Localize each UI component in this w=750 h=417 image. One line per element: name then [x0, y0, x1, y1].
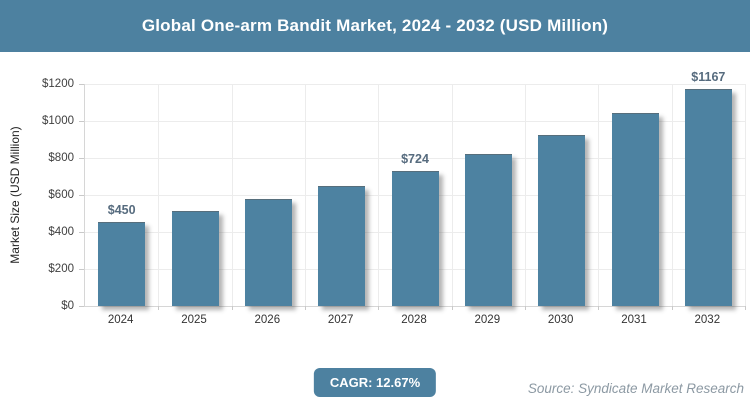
gridline-vertical	[451, 84, 453, 306]
chart-title-bar: Global One-arm Bandit Market, 2024 - 203…	[0, 0, 750, 52]
bar-value-label-2032: $1167	[691, 70, 726, 85]
gridline-horizontal	[85, 84, 745, 85]
gridline-vertical	[305, 84, 306, 306]
x-tick-mark	[671, 306, 673, 310]
bar-value-label-2028: $724	[401, 152, 429, 167]
y-tick-mark	[79, 121, 84, 122]
source-text: Source: Syndicate Market Research	[527, 381, 744, 396]
gridline-vertical	[231, 84, 233, 306]
y-tick-label: $800	[48, 152, 74, 164]
y-tick-label: $1000	[42, 115, 74, 127]
y-tick-mark	[79, 195, 84, 196]
x-tick-label-2030: 2030	[547, 314, 574, 326]
x-tick-label-2024: 2024	[107, 314, 134, 326]
y-axis: $0 $200 $400 $600 $800 $1000 $1200	[0, 78, 84, 312]
bar-2032	[684, 89, 732, 306]
x-axis: 2024 2025 2026 2027 2028 2029 2030 2031 2032	[84, 314, 744, 332]
x-tick-label-2029: 2029	[474, 314, 501, 326]
y-tick-mark	[79, 306, 84, 307]
x-tick-label-2026: 2026	[254, 314, 281, 326]
plot-area: $450 $724 $1167	[84, 70, 746, 310]
bar-2026	[244, 199, 292, 306]
gridline-vertical	[598, 84, 600, 306]
x-tick-label-2032: 2032	[694, 314, 721, 326]
y-tick-mark	[79, 158, 84, 159]
chart-title: Global One-arm Bandit Market, 2024 - 203…	[141, 16, 609, 35]
y-tick-label: $0	[61, 300, 74, 312]
bar-2031	[611, 113, 659, 306]
x-tick-label-2027: 2027	[327, 314, 354, 326]
gridline-vertical	[745, 84, 746, 306]
x-tick-mark	[378, 306, 380, 310]
x-tick-label-2025: 2025	[181, 314, 207, 326]
gridline-vertical	[158, 84, 160, 306]
x-tick-label-2031: 2031	[621, 314, 647, 326]
y-tick-label: $1200	[42, 78, 74, 90]
y-tick-mark	[79, 232, 84, 233]
gridline-horizontal	[85, 121, 745, 122]
bar-2024	[98, 221, 146, 306]
bar-2025	[171, 211, 219, 306]
gridline-vertical	[525, 84, 526, 306]
y-tick-mark	[79, 269, 84, 270]
x-tick-mark	[745, 306, 746, 310]
x-tick-mark	[231, 306, 233, 310]
bar-value-label-2024: $450	[107, 202, 136, 217]
bar-2027	[318, 185, 366, 306]
gridline-vertical	[378, 84, 380, 306]
gridline-vertical	[671, 84, 673, 306]
cagr-badge: CAGR: 12.67%	[313, 368, 437, 397]
bar-2029	[464, 154, 512, 306]
x-tick-mark	[158, 306, 160, 310]
bar-2028	[391, 171, 439, 306]
y-tick-label: $200	[48, 263, 74, 275]
x-tick-mark	[305, 306, 306, 310]
bar-2030	[538, 135, 586, 306]
x-tick-label-2028: 2028	[401, 314, 427, 326]
gridline-horizontal	[85, 158, 745, 159]
x-tick-mark	[598, 306, 600, 310]
x-tick-mark	[451, 306, 453, 310]
y-tick-label: $400	[48, 226, 74, 238]
y-tick-mark	[79, 84, 84, 85]
y-tick-label: $600	[48, 189, 74, 201]
x-tick-mark	[525, 306, 526, 310]
